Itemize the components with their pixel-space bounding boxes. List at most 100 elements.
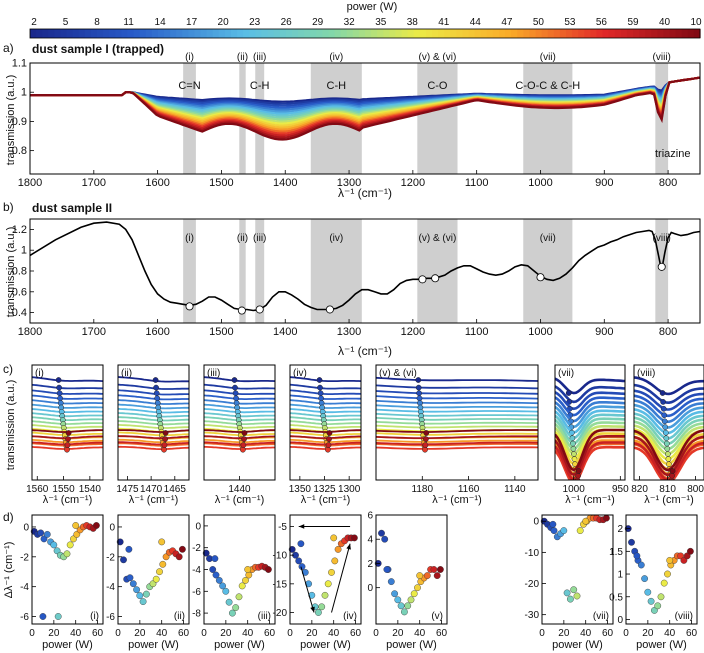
spectrum-series-line	[634, 376, 704, 396]
colorbar-swatch	[663, 29, 671, 38]
minimum-marker	[415, 384, 422, 391]
spectrum-series-line	[204, 394, 275, 400]
panel-c-frame	[31, 364, 104, 481]
scatter-point	[644, 588, 652, 596]
spectrum-series-line	[118, 424, 189, 429]
panel-d-xtick-label: 40	[328, 628, 340, 639]
colorbar-swatches	[29, 28, 701, 39]
band-assignment: C-H	[327, 80, 347, 92]
scatter-point	[683, 552, 691, 560]
band-label: (iv)	[329, 233, 343, 244]
panel-d-xtick-label: 60	[350, 628, 362, 639]
colorbar-swatch	[133, 29, 141, 38]
minimum-marker	[570, 445, 577, 452]
panel-a-chart: dust sample I (trapped) (i) C=N (ii) (iii) C…	[5, 42, 701, 200]
band-label: (v) & (vi)	[419, 233, 457, 244]
band-label: (iii)	[253, 52, 266, 63]
colorbar-frame	[29, 28, 701, 39]
scatter-point	[211, 555, 219, 562]
scatter-point	[215, 577, 223, 584]
panel-a-xtick-label: 1000	[528, 177, 552, 189]
spectrum-series-line	[555, 391, 625, 411]
minimum-marker	[422, 442, 429, 448]
spectrum-series-line	[555, 401, 625, 423]
panel-d-ytick-label: 2	[617, 524, 623, 535]
spectrum-series-line	[30, 76, 701, 141]
colorbar-swatch	[340, 29, 348, 38]
colorbar-swatch	[322, 29, 330, 38]
spectrum-series-line	[118, 435, 189, 440]
panel-a-ytick-label: 1.1	[12, 58, 27, 70]
band-region	[183, 219, 196, 323]
panel-d-xtick-label: 0	[29, 628, 35, 639]
scatter-point	[72, 522, 80, 529]
spectrum-series-line	[376, 376, 538, 382]
panel-d-xtick-label: 20	[558, 628, 570, 639]
minimum-marker	[232, 384, 238, 391]
panel-c-xtick-label: 1540	[79, 484, 102, 495]
scatter-point	[433, 572, 441, 579]
colorbar-swatch	[450, 29, 457, 38]
panel-d-xlabel: power (W)	[636, 639, 687, 651]
panel-c-frame	[289, 364, 362, 481]
spectrum-series-line	[32, 420, 103, 425]
panel-d-frame	[31, 514, 104, 625]
panel-c-series	[118, 376, 189, 453]
band-label: (i)	[185, 233, 194, 244]
spectrum-series-line	[555, 417, 625, 445]
scatter-point	[603, 514, 610, 522]
spectrum-series-line	[204, 445, 275, 450]
spectrum-series-line	[376, 395, 538, 400]
scatter-point	[126, 574, 134, 582]
minimum-marker	[416, 390, 422, 397]
panel-d-xtick-label: 40	[580, 628, 592, 639]
spectrum-series-line	[118, 407, 189, 414]
scatter-point	[567, 595, 574, 603]
scatter-point	[43, 531, 51, 538]
minimum-marker	[241, 436, 247, 442]
spectrum-series-line	[32, 412, 103, 418]
colorbar-swatch	[633, 29, 640, 38]
panel-a-ytick-label: 0.8	[12, 145, 27, 157]
panel-b-xtick-label: 1700	[82, 326, 106, 338]
scatter-point	[404, 602, 412, 610]
marked-point	[237, 306, 246, 315]
colorbar-swatch	[121, 29, 129, 38]
panel-d-subplot-label: (v)	[431, 611, 443, 622]
panel-c-subplot-label: (iv)	[293, 368, 307, 379]
panel-d-ytick-label: -8	[192, 609, 201, 620]
panel-d-ytick-label: 0	[617, 615, 623, 626]
panel-c-subplot-label: (vii)	[558, 368, 574, 379]
panel-d-xtick-label: 0	[201, 628, 207, 639]
panel-d-xtick-label: 60	[178, 628, 190, 639]
colorbar-tick-label: 14	[155, 17, 167, 28]
colorbar-swatch	[358, 29, 366, 38]
scatter-point	[407, 596, 415, 604]
minimum-marker	[318, 395, 324, 402]
panel-b-xtick-label: 1300	[337, 326, 361, 338]
scatter-point	[209, 566, 217, 573]
panel-d-xtick-label: 20	[134, 628, 146, 639]
colorbar-swatch	[419, 29, 427, 38]
spectrum-series-line	[290, 383, 361, 390]
scatter-point	[152, 575, 160, 583]
scatter-point	[202, 549, 210, 557]
spectrum-series-line	[204, 441, 275, 446]
scatter-point	[222, 587, 230, 595]
colorbar-swatch	[97, 29, 104, 38]
panel-d-subplot-label: (i)	[90, 611, 99, 622]
panel-label-c: c)	[3, 362, 13, 376]
panel-d-xtick-label: 20	[220, 628, 232, 639]
scatter-point	[116, 538, 124, 546]
scatter-point	[381, 535, 389, 543]
band-label: (viii)	[653, 52, 671, 63]
spectrum-series-line	[290, 394, 361, 400]
arrow-head	[298, 524, 305, 529]
minimum-marker	[241, 430, 248, 436]
minimum-marker	[162, 430, 169, 436]
colorbar-swatch	[237, 29, 244, 38]
minimum-marker	[56, 384, 62, 391]
